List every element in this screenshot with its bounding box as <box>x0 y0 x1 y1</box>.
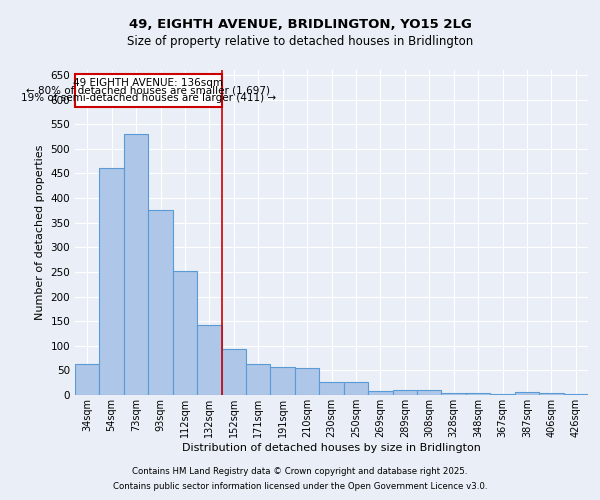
Text: Contains HM Land Registry data © Crown copyright and database right 2025.: Contains HM Land Registry data © Crown c… <box>132 467 468 476</box>
Bar <box>392 390 417 395</box>
Bar <box>271 367 295 395</box>
Y-axis label: Number of detached properties: Number of detached properties <box>35 145 45 320</box>
Bar <box>466 392 490 395</box>
Bar <box>417 390 442 395</box>
Bar <box>197 324 221 395</box>
FancyBboxPatch shape <box>75 74 221 107</box>
Text: Contains public sector information licensed under the Open Government Licence v3: Contains public sector information licen… <box>113 482 487 491</box>
Bar <box>148 210 173 395</box>
Text: Size of property relative to detached houses in Bridlington: Size of property relative to detached ho… <box>127 35 473 48</box>
Bar <box>295 368 319 395</box>
Bar <box>563 394 588 395</box>
Text: 49 EIGHTH AVENUE: 136sqm: 49 EIGHTH AVENUE: 136sqm <box>73 78 223 88</box>
Bar <box>221 349 246 395</box>
Bar <box>75 364 100 395</box>
Bar <box>368 391 392 395</box>
Bar <box>100 168 124 395</box>
Bar <box>173 271 197 395</box>
Bar <box>344 382 368 395</box>
X-axis label: Distribution of detached houses by size in Bridlington: Distribution of detached houses by size … <box>182 442 481 452</box>
Bar <box>490 394 515 395</box>
Text: 49, EIGHTH AVENUE, BRIDLINGTON, YO15 2LG: 49, EIGHTH AVENUE, BRIDLINGTON, YO15 2LG <box>128 18 472 30</box>
Bar <box>319 382 344 395</box>
Text: 19% of semi-detached houses are larger (411) →: 19% of semi-detached houses are larger (… <box>21 92 276 102</box>
Bar <box>539 393 563 395</box>
Bar <box>246 364 271 395</box>
Bar <box>442 392 466 395</box>
Text: ← 80% of detached houses are smaller (1,697): ← 80% of detached houses are smaller (1,… <box>26 86 270 96</box>
Bar <box>124 134 148 395</box>
Bar <box>515 392 539 395</box>
